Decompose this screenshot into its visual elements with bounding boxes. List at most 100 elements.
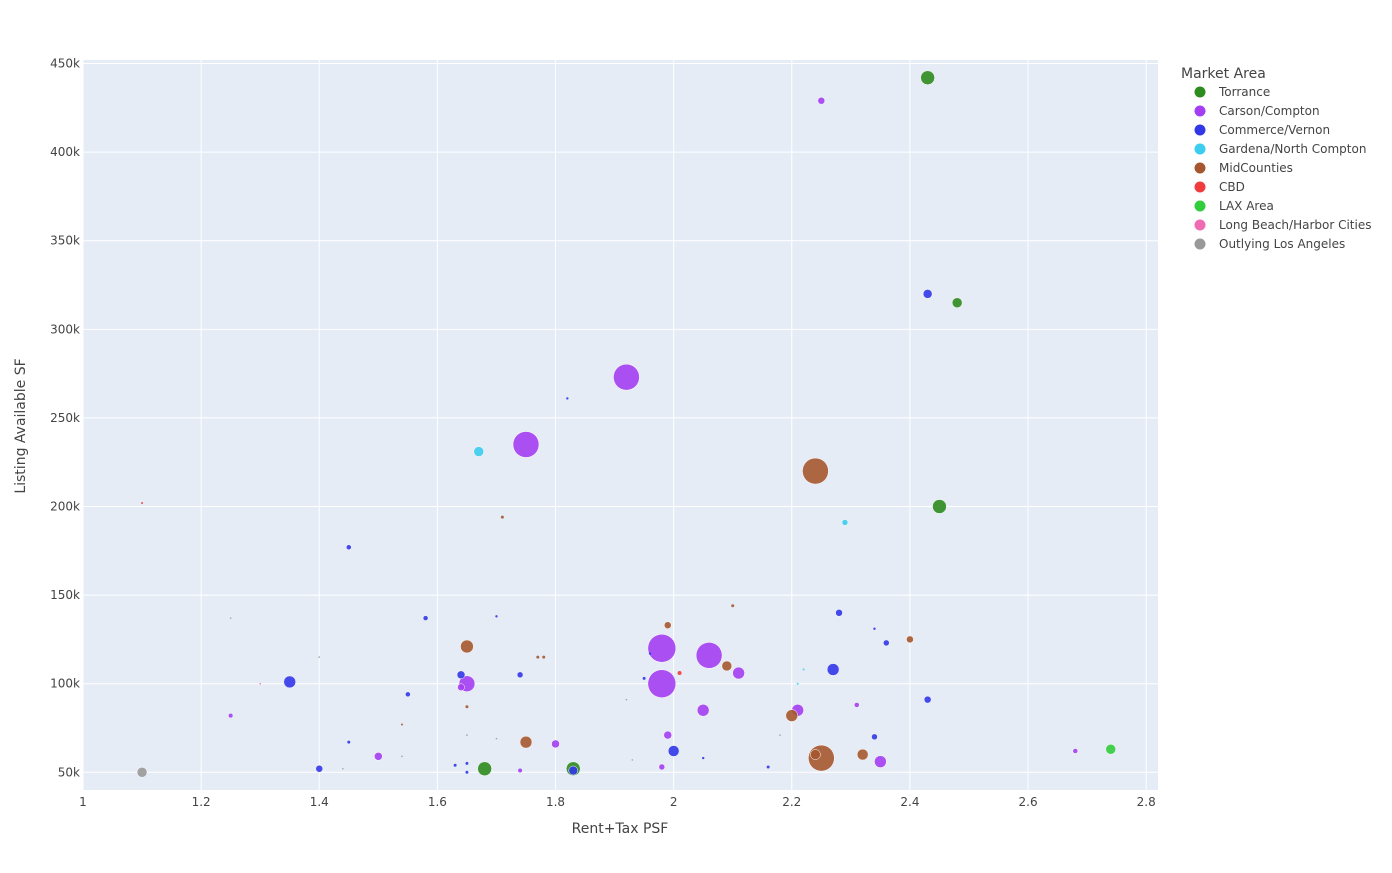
data-point[interactable] — [456, 670, 466, 680]
grid-lines — [82, 60, 1158, 790]
data-point[interactable] — [826, 663, 840, 676]
data-point[interactable] — [835, 609, 843, 617]
data-point[interactable] — [374, 752, 383, 761]
data-point[interactable] — [318, 656, 321, 658]
data-point[interactable] — [802, 668, 805, 671]
data-point[interactable] — [516, 671, 524, 679]
data-point[interactable] — [1105, 743, 1116, 755]
y-tick-label: 150k — [50, 588, 80, 602]
legend-item[interactable]: Gardena/North Compton — [1194, 142, 1367, 156]
legend-item[interactable]: Carson/Compton — [1194, 104, 1320, 118]
data-point[interactable] — [229, 617, 232, 619]
data-point[interactable] — [802, 457, 829, 485]
data-point[interactable] — [658, 763, 666, 771]
x-tick-label: 1.8 — [546, 795, 565, 809]
data-point[interactable] — [519, 735, 533, 749]
data-point[interactable] — [796, 682, 799, 685]
data-point[interactable] — [315, 764, 324, 773]
data-point[interactable] — [647, 634, 677, 663]
data-point[interactable] — [551, 739, 560, 749]
data-point[interactable] — [473, 446, 484, 457]
data-point[interactable] — [871, 733, 878, 741]
data-point[interactable] — [422, 615, 429, 621]
data-point[interactable] — [667, 745, 680, 757]
data-point[interactable] — [648, 652, 652, 655]
data-point[interactable] — [766, 765, 770, 769]
data-point[interactable] — [731, 604, 735, 608]
data-point[interactable] — [922, 289, 933, 299]
data-point[interactable] — [647, 669, 677, 698]
x-tick-label: 2.4 — [900, 795, 919, 809]
data-point[interactable] — [721, 660, 733, 672]
data-point[interactable] — [495, 615, 498, 618]
data-point[interactable] — [906, 635, 914, 644]
data-point[interactable] — [512, 431, 540, 458]
data-point[interactable] — [566, 397, 569, 400]
data-point[interactable] — [874, 755, 887, 768]
data-point[interactable] — [453, 763, 457, 767]
data-point[interactable] — [951, 297, 963, 308]
data-point[interactable] — [495, 737, 498, 740]
data-point[interactable] — [613, 363, 640, 391]
data-point[interactable] — [1072, 748, 1079, 754]
data-point[interactable] — [542, 655, 546, 659]
legend-item[interactable]: Torrance — [1194, 85, 1271, 99]
data-point[interactable] — [405, 691, 411, 698]
data-point[interactable] — [460, 639, 474, 654]
data-point[interactable] — [465, 770, 469, 774]
data-point[interactable] — [696, 704, 710, 717]
data-point[interactable] — [785, 709, 799, 722]
legend-item[interactable]: Long Beach/Harbor Cities — [1194, 218, 1372, 232]
data-point[interactable] — [477, 761, 492, 776]
plot-background — [83, 60, 1158, 790]
data-point[interactable] — [856, 748, 869, 761]
data-point[interactable] — [465, 761, 469, 765]
data-point[interactable] — [400, 723, 403, 726]
data-point[interactable] — [141, 501, 144, 504]
data-point[interactable] — [920, 70, 935, 85]
y-tick-label: 350k — [50, 234, 80, 248]
data-point[interactable] — [677, 671, 682, 676]
data-point[interactable] — [568, 765, 578, 776]
data-point[interactable] — [465, 705, 469, 709]
data-point[interactable] — [342, 767, 344, 770]
data-point[interactable] — [136, 767, 148, 778]
data-point[interactable] — [663, 730, 673, 740]
x-tick-label: 2.6 — [1019, 795, 1038, 809]
x-tick-label: 2 — [670, 795, 678, 809]
data-point[interactable] — [664, 621, 672, 629]
data-point[interactable] — [500, 515, 504, 519]
data-point[interactable] — [642, 676, 646, 680]
data-point[interactable] — [259, 682, 261, 685]
data-point[interactable] — [536, 655, 540, 659]
data-point[interactable] — [625, 698, 628, 701]
legend-item[interactable]: LAX Area — [1194, 199, 1274, 213]
legend-item[interactable]: MidCounties — [1194, 161, 1293, 175]
data-point[interactable] — [854, 702, 860, 708]
data-point[interactable] — [817, 97, 826, 105]
data-point[interactable] — [695, 642, 723, 669]
data-point[interactable] — [518, 768, 523, 773]
data-point[interactable] — [732, 666, 745, 680]
data-point[interactable] — [228, 713, 233, 718]
legend-item[interactable]: Commerce/Vernon — [1194, 123, 1331, 137]
data-point[interactable] — [923, 695, 932, 704]
legend[interactable]: Market Area Torrance Carson/Compton Commer… — [1181, 66, 1371, 251]
data-point[interactable] — [932, 499, 947, 514]
data-point[interactable] — [701, 756, 705, 760]
data-point[interactable] — [631, 759, 634, 761]
data-point[interactable] — [283, 675, 296, 689]
data-point[interactable] — [810, 749, 821, 760]
data-point[interactable] — [873, 627, 876, 630]
data-point[interactable] — [779, 734, 781, 736]
data-point[interactable] — [457, 683, 465, 691]
data-point[interactable] — [466, 734, 468, 736]
data-point[interactable] — [346, 544, 352, 551]
legend-item[interactable]: Outlying Los Angeles — [1194, 237, 1346, 251]
data-point[interactable] — [883, 639, 890, 647]
data-point[interactable] — [841, 519, 849, 526]
legend-item[interactable]: CBD — [1194, 180, 1245, 194]
data-point[interactable] — [347, 740, 351, 744]
data-point[interactable] — [401, 755, 403, 758]
